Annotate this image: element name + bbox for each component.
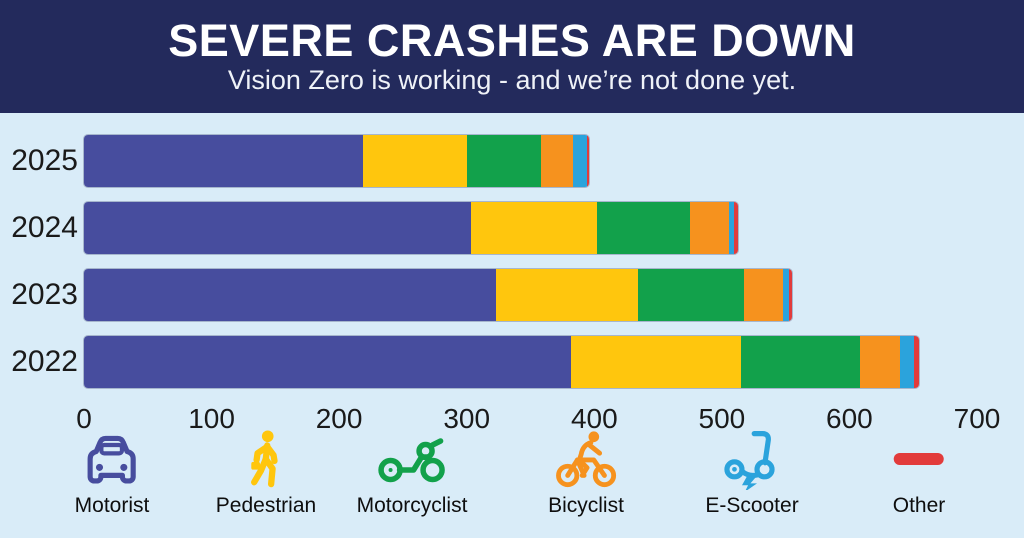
pedestrian-icon (246, 428, 286, 490)
legend-item-pedestrian: Pedestrian (216, 428, 316, 518)
motorist-segment (84, 202, 471, 254)
bar-row: 2025 (0, 135, 1024, 187)
bar-rows: 2025 2024 2023 2022 (0, 135, 1024, 388)
other-segment (734, 202, 739, 254)
legend-label: Pedestrian (215, 494, 317, 517)
legend-label: E-Scooter (705, 494, 799, 517)
stacked-bar (84, 135, 590, 187)
motorcyclist-segment (596, 202, 690, 254)
legend-item-other: Other (892, 428, 946, 518)
legend-item-motorist: Motorist (74, 428, 150, 518)
stacked-bar (84, 202, 739, 254)
motorcyclist-segment (637, 269, 744, 321)
bicyclist-segment (743, 269, 784, 321)
x-tick-label: 100 (188, 403, 235, 434)
other-line-icon (894, 428, 944, 490)
other-segment (914, 336, 920, 388)
motorcyclist-segment (466, 135, 541, 187)
motorist-segment (84, 336, 572, 388)
legend: Motorist Pedestrian (0, 428, 1024, 532)
bicycle-icon (554, 428, 618, 490)
pedestrian-segment (363, 135, 467, 187)
motorcyclist-segment (740, 336, 860, 388)
legend-item-motorcyclist: Motorcyclist (356, 428, 468, 518)
x-tick-label: 300 (443, 403, 491, 434)
bar-row: 2023 (0, 269, 1024, 321)
page-title: SEVERE CRASHES ARE DOWN (168, 15, 856, 67)
stacked-bar (84, 336, 920, 388)
motorist-segment (84, 135, 364, 187)
year-label: 2025 (11, 144, 78, 177)
x-tick-label: 200 (315, 403, 363, 434)
bicyclist-segment (540, 135, 573, 187)
year-label: 2023 (11, 278, 78, 311)
legend-label: Bicyclist (548, 494, 624, 517)
pedestrian-segment (496, 269, 638, 321)
stacked-bar (84, 269, 793, 321)
e-scooter-segment (572, 135, 587, 187)
year-label: 2024 (11, 211, 78, 244)
other-segment (586, 135, 590, 187)
pedestrian-segment (470, 202, 597, 254)
x-tick-label: 0 (76, 403, 92, 434)
motorcycle-icon (376, 428, 448, 490)
pedestrian-segment (571, 336, 741, 388)
other-segment (789, 269, 793, 321)
e-scooter-segment (900, 336, 915, 388)
legend-item-bicyclist: Bicyclist (548, 428, 624, 518)
legend-item-escooter: E-Scooter (705, 428, 799, 518)
motorist-segment (84, 269, 497, 321)
x-tick-label: 600 (826, 403, 873, 434)
x-tick-label: 500 (698, 403, 746, 434)
legend-label: Motorist (74, 494, 150, 517)
x-axis: 0 100 200 300 400 500 600 700 (76, 403, 1000, 439)
bicyclist-segment (859, 336, 901, 388)
scooter-icon (720, 428, 784, 490)
x-tick-label: 700 (953, 403, 1001, 434)
bicyclist-segment (689, 202, 730, 254)
bar-row: 2024 (0, 202, 1024, 254)
e-scooter-segment (783, 269, 790, 321)
header-banner: SEVERE CRASHES ARE DOWN Vision Zero is w… (0, 0, 1024, 113)
x-tick-label: 400 (570, 403, 618, 434)
e-scooter-segment (729, 202, 735, 254)
car-icon (83, 428, 141, 490)
year-label: 2022 (11, 345, 78, 378)
page-subtitle: Vision Zero is working - and we’re not d… (227, 65, 797, 96)
legend-label: Other (892, 494, 946, 517)
bar-row: 2022 (0, 336, 1024, 388)
legend-label: Motorcyclist (356, 494, 468, 517)
